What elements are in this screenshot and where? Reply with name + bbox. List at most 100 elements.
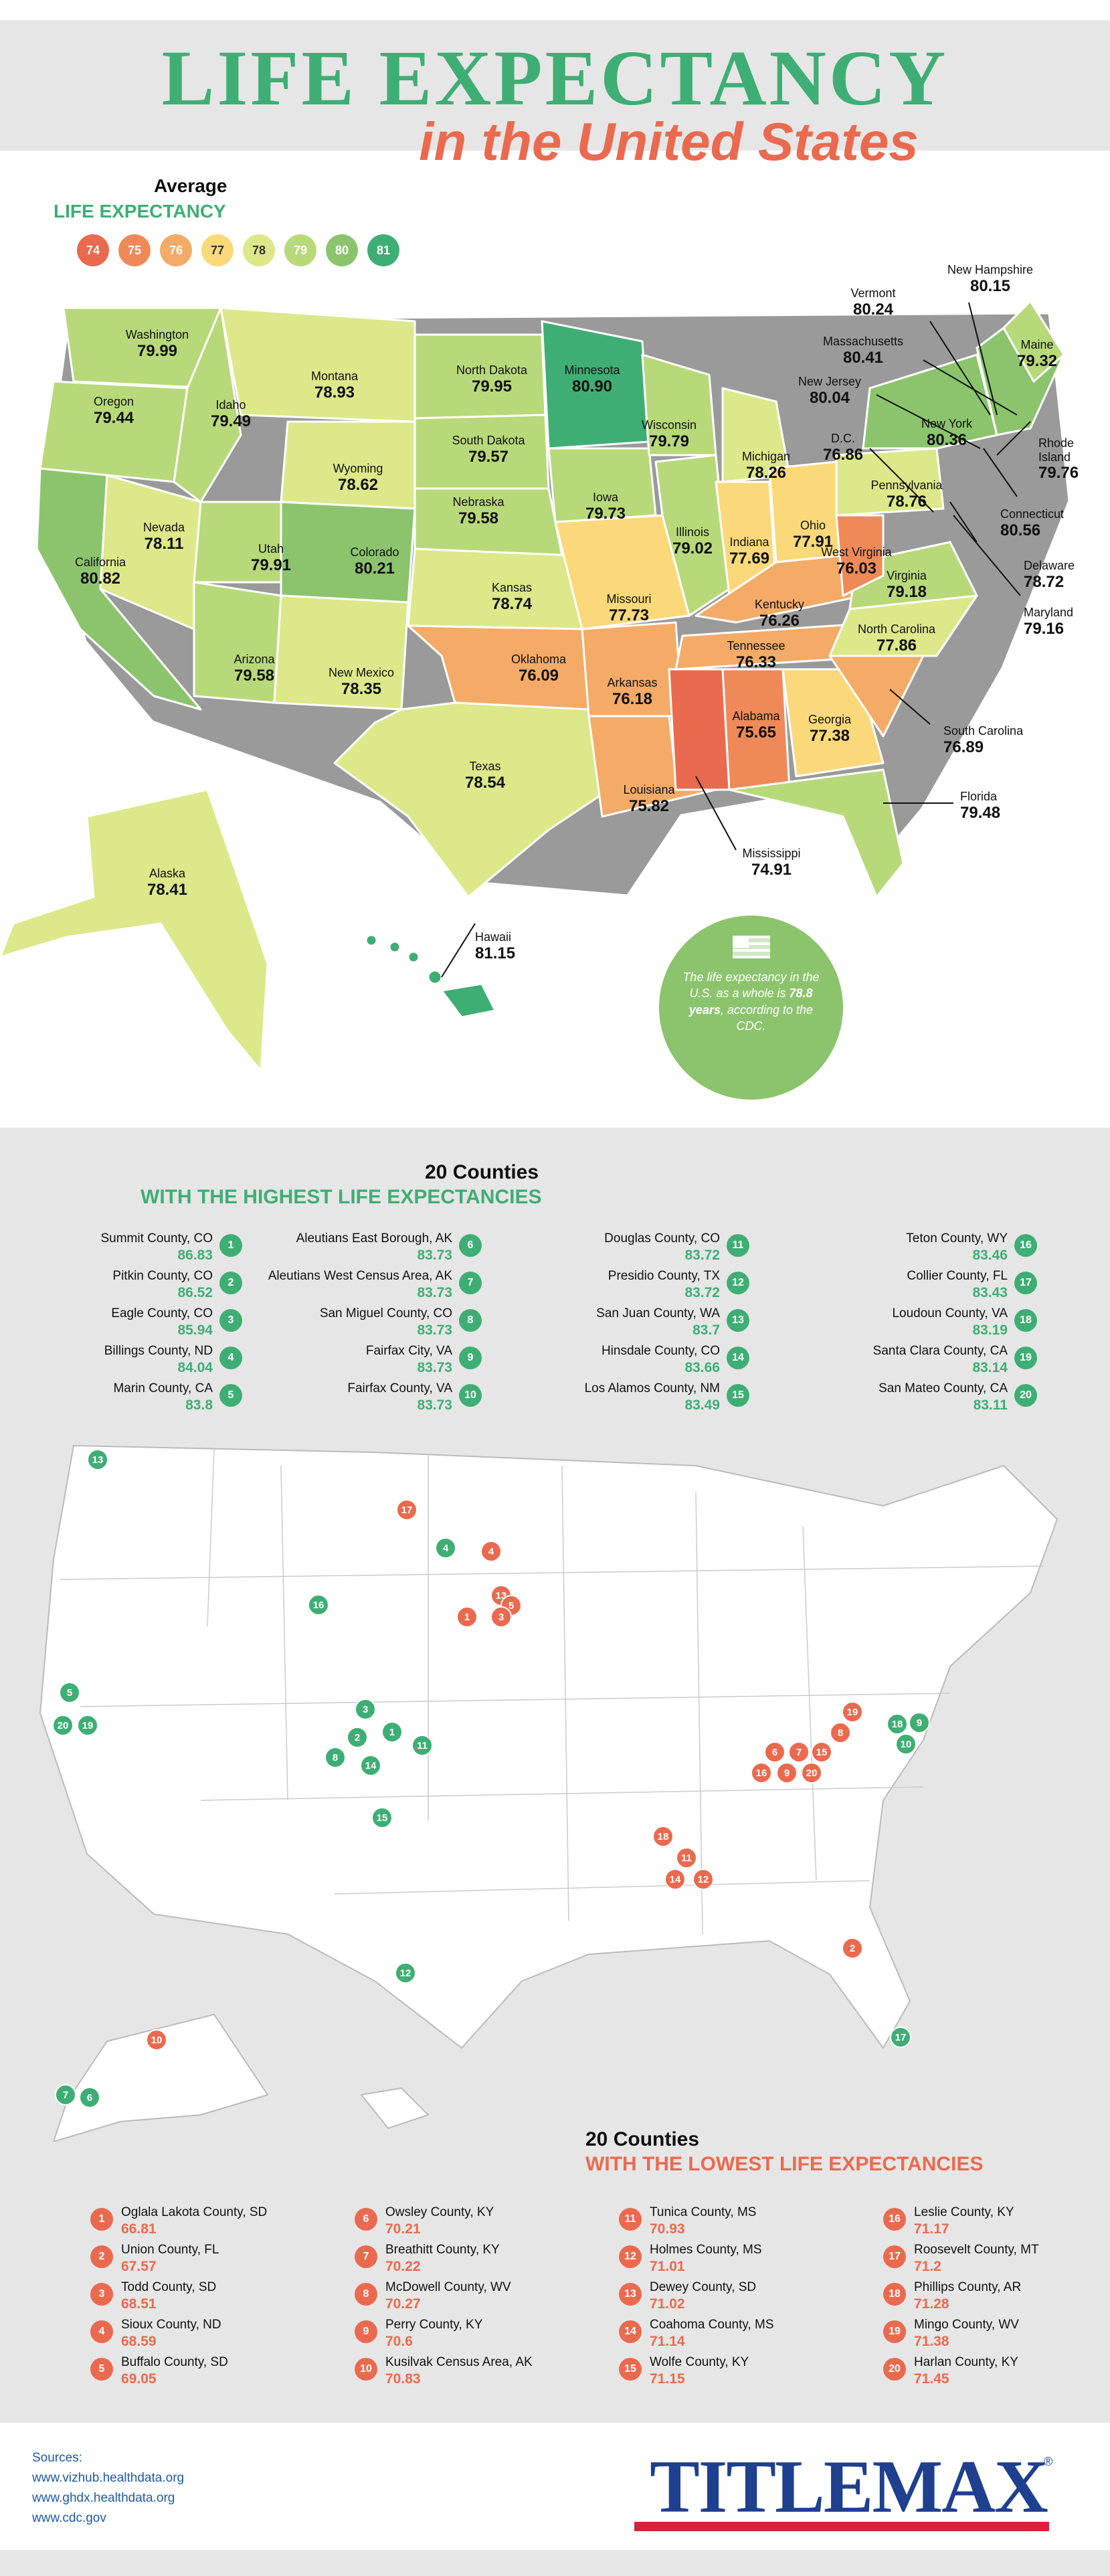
- high-county-marker: 1: [381, 1721, 403, 1743]
- county-name: Tunica County, MS: [650, 2205, 757, 2219]
- county-value: 71.28: [914, 2296, 949, 2312]
- low-county-marker: 6: [764, 1741, 785, 1763]
- legend-dot-77: 77: [201, 234, 234, 266]
- lowest-county-item: 7 Breathitt County, KY 70.22: [355, 2243, 582, 2278]
- rank-badge: 4: [219, 1347, 242, 1369]
- highest-county-item: Douglas County, CO 83.72 11: [535, 1231, 749, 1266]
- county-name: Mingo County, WV: [914, 2318, 1019, 2332]
- lowest-county-item: 10 Kusilvak Census Area, AK 70.83: [355, 2355, 582, 2390]
- county-name: Union County, FL: [121, 2243, 219, 2257]
- label-indiana: Indiana 77.69: [729, 535, 770, 568]
- county-name: Aleutians East Borough, AK: [296, 1231, 452, 1246]
- label-florida: Florida 79.48: [960, 790, 1001, 822]
- high-county-marker: 5: [59, 1682, 80, 1703]
- highest-county-item: Hinsdale County, CO 83.66 14: [535, 1344, 749, 1379]
- state-hawaii: [440, 982, 496, 1019]
- state-illinois: [654, 454, 731, 617]
- label-dc: D.C. 76.86: [822, 432, 864, 464]
- label-north-carolina: North Carolina 77.86: [857, 622, 936, 655]
- leader-line: [968, 302, 998, 416]
- county-name: McDowell County, WV: [385, 2280, 511, 2294]
- lowest-county-item: 15 Wolfe County, KY 71.15: [619, 2355, 846, 2390]
- label-oregon: Oregon 79.44: [93, 395, 134, 427]
- source-link[interactable]: www.ghdx.healthdata.org: [32, 2491, 175, 2505]
- county-name: Loudoun County, VA: [892, 1306, 1008, 1320]
- rank-badge: 7: [459, 1272, 482, 1294]
- alaska-outline: [53, 2014, 268, 2142]
- county-name: Leslie County, KY: [914, 2205, 1014, 2219]
- cdc-callout: The life expectancy in the U.S. as a who…: [659, 916, 843, 1100]
- legend-dot-74: 74: [77, 234, 109, 266]
- highest-county-item: Marin County, CA 83.8 5: [28, 1381, 242, 1416]
- label-louisiana: Louisiana 75.82: [623, 783, 675, 815]
- label-mississippi: Mississippi 74.91: [742, 847, 801, 879]
- highest-county-item: Teton County, WY 83.46 16: [823, 1231, 1037, 1266]
- county-name: Todd County, SD: [121, 2280, 217, 2294]
- label-connecticut: Connecticut 80.56: [1000, 507, 1065, 539]
- titlemax-logo: TITLEMAX ®: [634, 2450, 1062, 2537]
- county-value: 83.72: [684, 1285, 720, 1300]
- state-border: [207, 1448, 215, 1627]
- rank-badge: 1: [90, 2208, 113, 2231]
- county-value: 83.73: [417, 1285, 452, 1300]
- county-value: 83.73: [417, 1397, 452, 1413]
- lowest-county-item: 16 Leslie County, KY 71.17: [883, 2205, 1110, 2240]
- low-county-marker: 7: [788, 1741, 810, 1763]
- high-county-marker: 10: [895, 1733, 917, 1755]
- county-value: 71.2: [914, 2259, 941, 2274]
- rank-badge: 3: [90, 2283, 113, 2306]
- label-california: California 80.82: [74, 555, 126, 588]
- rank-badge: 5: [219, 1384, 242, 1407]
- rank-badge: 17: [1014, 1272, 1037, 1294]
- source-link[interactable]: www.cdc.gov: [32, 2511, 106, 2525]
- label-illinois: Illinois 79.02: [672, 525, 713, 557]
- leader-line: [953, 515, 1021, 596]
- county-value: 85.94: [177, 1322, 213, 1338]
- county-value: 68.51: [121, 2296, 157, 2312]
- leader-line: [695, 776, 737, 851]
- county-name: Los Alamos County, NM: [584, 1381, 720, 1395]
- low-county-marker: 18: [652, 1826, 674, 1847]
- low-county-marker: 17: [396, 1499, 418, 1521]
- county-value: 83.43: [972, 1285, 1008, 1300]
- county-value: 83.19: [972, 1322, 1008, 1338]
- county-name: Sioux County, ND: [121, 2318, 221, 2332]
- county-value: 71.14: [650, 2334, 685, 2349]
- low-county-marker: 11: [676, 1847, 697, 1869]
- highest-county-item: Pitkin County, CO 86.52 2: [28, 1269, 242, 1304]
- rank-badge: 8: [459, 1309, 482, 1332]
- highest-county-item: Collier County, FL 83.43 17: [823, 1269, 1037, 1304]
- high-county-marker: 4: [435, 1537, 456, 1559]
- lowest-county-item: 13 Dewey County, SD 71.02: [619, 2280, 846, 2315]
- county-name: Eagle County, CO: [111, 1306, 213, 1320]
- county-value: 83.72: [684, 1248, 720, 1263]
- highest-title: 20 Counties: [425, 1161, 539, 1183]
- county-map: [39, 1445, 1058, 2142]
- lowest-county-item: 1 Oglala Lakota County, SD 66.81: [90, 2205, 318, 2240]
- source-link[interactable]: www.vizhub.healthdata.org: [32, 2471, 185, 2485]
- state-florida: [728, 768, 905, 898]
- low-county-marker: 12: [692, 1869, 714, 1890]
- high-county-marker: 9: [909, 1712, 930, 1733]
- rank-badge: 9: [459, 1347, 482, 1369]
- rank-badge: 18: [1014, 1309, 1037, 1332]
- label-kentucky: Kentucky 76.26: [754, 598, 805, 630]
- leader-line: [949, 501, 978, 543]
- county-value: 71.45: [914, 2371, 949, 2387]
- lowest-county-item: 9 Perry County, KY 70.6: [355, 2318, 582, 2352]
- county-name: Holmes County, MS: [650, 2243, 762, 2257]
- legend-dot-79: 79: [284, 234, 316, 266]
- rank-badge: 12: [727, 1272, 749, 1294]
- rank-badge: 13: [727, 1309, 749, 1332]
- county-value: 83.49: [684, 1397, 720, 1413]
- lowest-county-item: 2 Union County, FL 67.57: [90, 2243, 318, 2278]
- high-county-marker: 18: [887, 1713, 908, 1735]
- low-county-marker: 20: [801, 1762, 822, 1784]
- county-value: 83.73: [417, 1360, 452, 1375]
- lowest-county-item: 8 McDowell County, WV 70.27: [355, 2280, 582, 2315]
- rank-badge: 3: [219, 1309, 242, 1332]
- label-alabama: Alabama 75.65: [732, 709, 780, 742]
- label-vermont: Vermont 80.24: [850, 286, 896, 319]
- label-michigan: Michigan 78.26: [741, 450, 791, 482]
- county-name: Marin County, CA: [113, 1381, 213, 1395]
